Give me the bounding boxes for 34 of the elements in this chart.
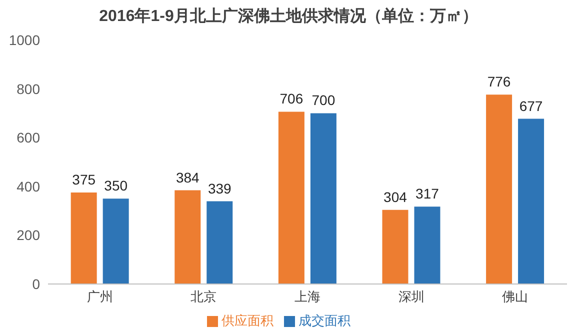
bar: [278, 112, 304, 284]
data-label: 384: [176, 169, 200, 186]
y-tick-label: 1000: [8, 32, 40, 48]
data-label: 700: [312, 92, 336, 108]
x-tick-label: 佛山: [502, 289, 528, 304]
bar: [174, 190, 201, 284]
x-tick-label: 上海: [294, 289, 320, 304]
x-tick-label: 深圳: [398, 289, 424, 304]
legend-label: 供应面积: [222, 313, 274, 328]
data-label: 375: [72, 172, 96, 188]
bar: [414, 206, 440, 284]
data-label: 677: [519, 98, 543, 114]
bar: [70, 192, 97, 284]
bar: [310, 113, 336, 284]
data-label: 339: [208, 180, 232, 196]
x-tick-label: 广州: [86, 289, 113, 304]
bar: [486, 94, 512, 284]
y-tick-label: 200: [16, 227, 40, 244]
bar: [518, 118, 544, 284]
y-tick-label: 600: [16, 130, 40, 146]
data-label: 350: [104, 178, 128, 194]
bar: [206, 201, 233, 284]
y-tick-label: 800: [16, 80, 40, 97]
data-label: 706: [280, 90, 304, 107]
data-label: 317: [416, 186, 440, 202]
chart-title: 2016年1-9月北上广深佛土地供求情况（单位：万㎡）: [98, 6, 479, 27]
y-tick-label: 0: [32, 276, 40, 292]
data-label: 776: [487, 74, 511, 90]
data-label: 304: [384, 188, 408, 205]
bar: [382, 210, 408, 284]
x-tick-label: 北京: [190, 289, 217, 304]
bar: [102, 198, 129, 284]
legend-label: 成交面积: [298, 313, 350, 328]
y-tick-label: 400: [16, 178, 40, 194]
